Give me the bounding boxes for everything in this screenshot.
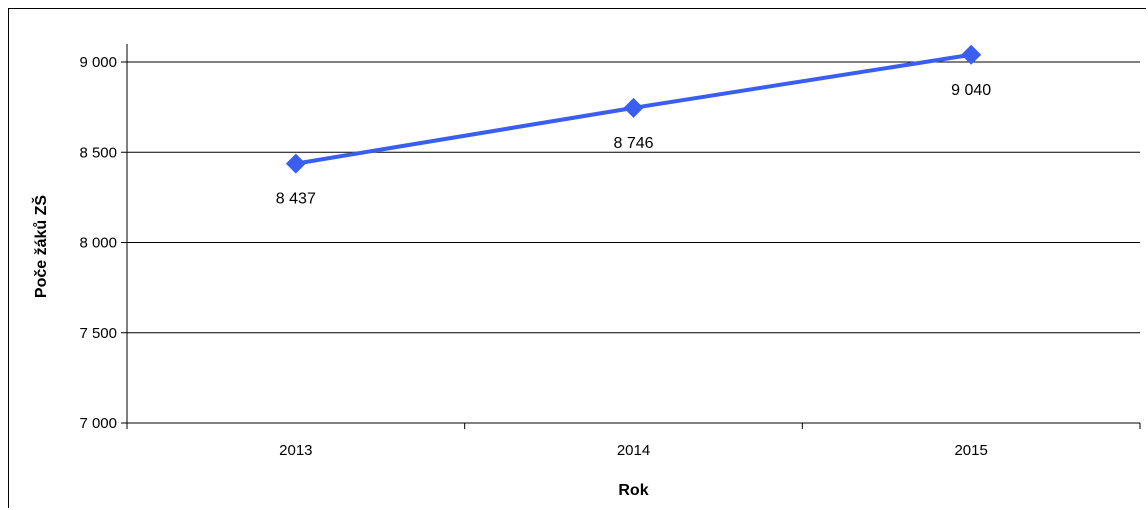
y-tick-label: 7 000 (79, 415, 117, 432)
chart-frame (8, 8, 1146, 508)
y-tick-label: 8 000 (79, 235, 117, 252)
y-tick-label: 9 000 (79, 54, 117, 71)
x-axis-title: Rok (618, 482, 648, 499)
x-axis: 2013 2014 2015 (126, 422, 1141, 459)
x-tick-label: 2015 (954, 442, 987, 459)
data-point-2013 (285, 153, 306, 174)
data-point-2014 (623, 97, 644, 118)
series-group: 8 437 8 746 9 040 (276, 44, 991, 208)
data-label-2013: 8 437 (276, 191, 316, 208)
y-axis-title: Poče žáků ZŠ (31, 195, 50, 298)
x-tick-label: 2013 (279, 442, 312, 459)
x-tick-label: 2014 (617, 442, 650, 459)
data-point-2015 (961, 44, 982, 65)
gridlines (127, 61, 1140, 334)
y-tick-label: 7 500 (79, 325, 117, 342)
y-axis: 7 000 7 500 8 000 8 500 9 000 (79, 44, 128, 432)
y-tick-label: 8 500 (79, 144, 117, 161)
data-label-2015: 9 040 (951, 82, 991, 99)
data-label-2014: 8 746 (613, 135, 653, 152)
